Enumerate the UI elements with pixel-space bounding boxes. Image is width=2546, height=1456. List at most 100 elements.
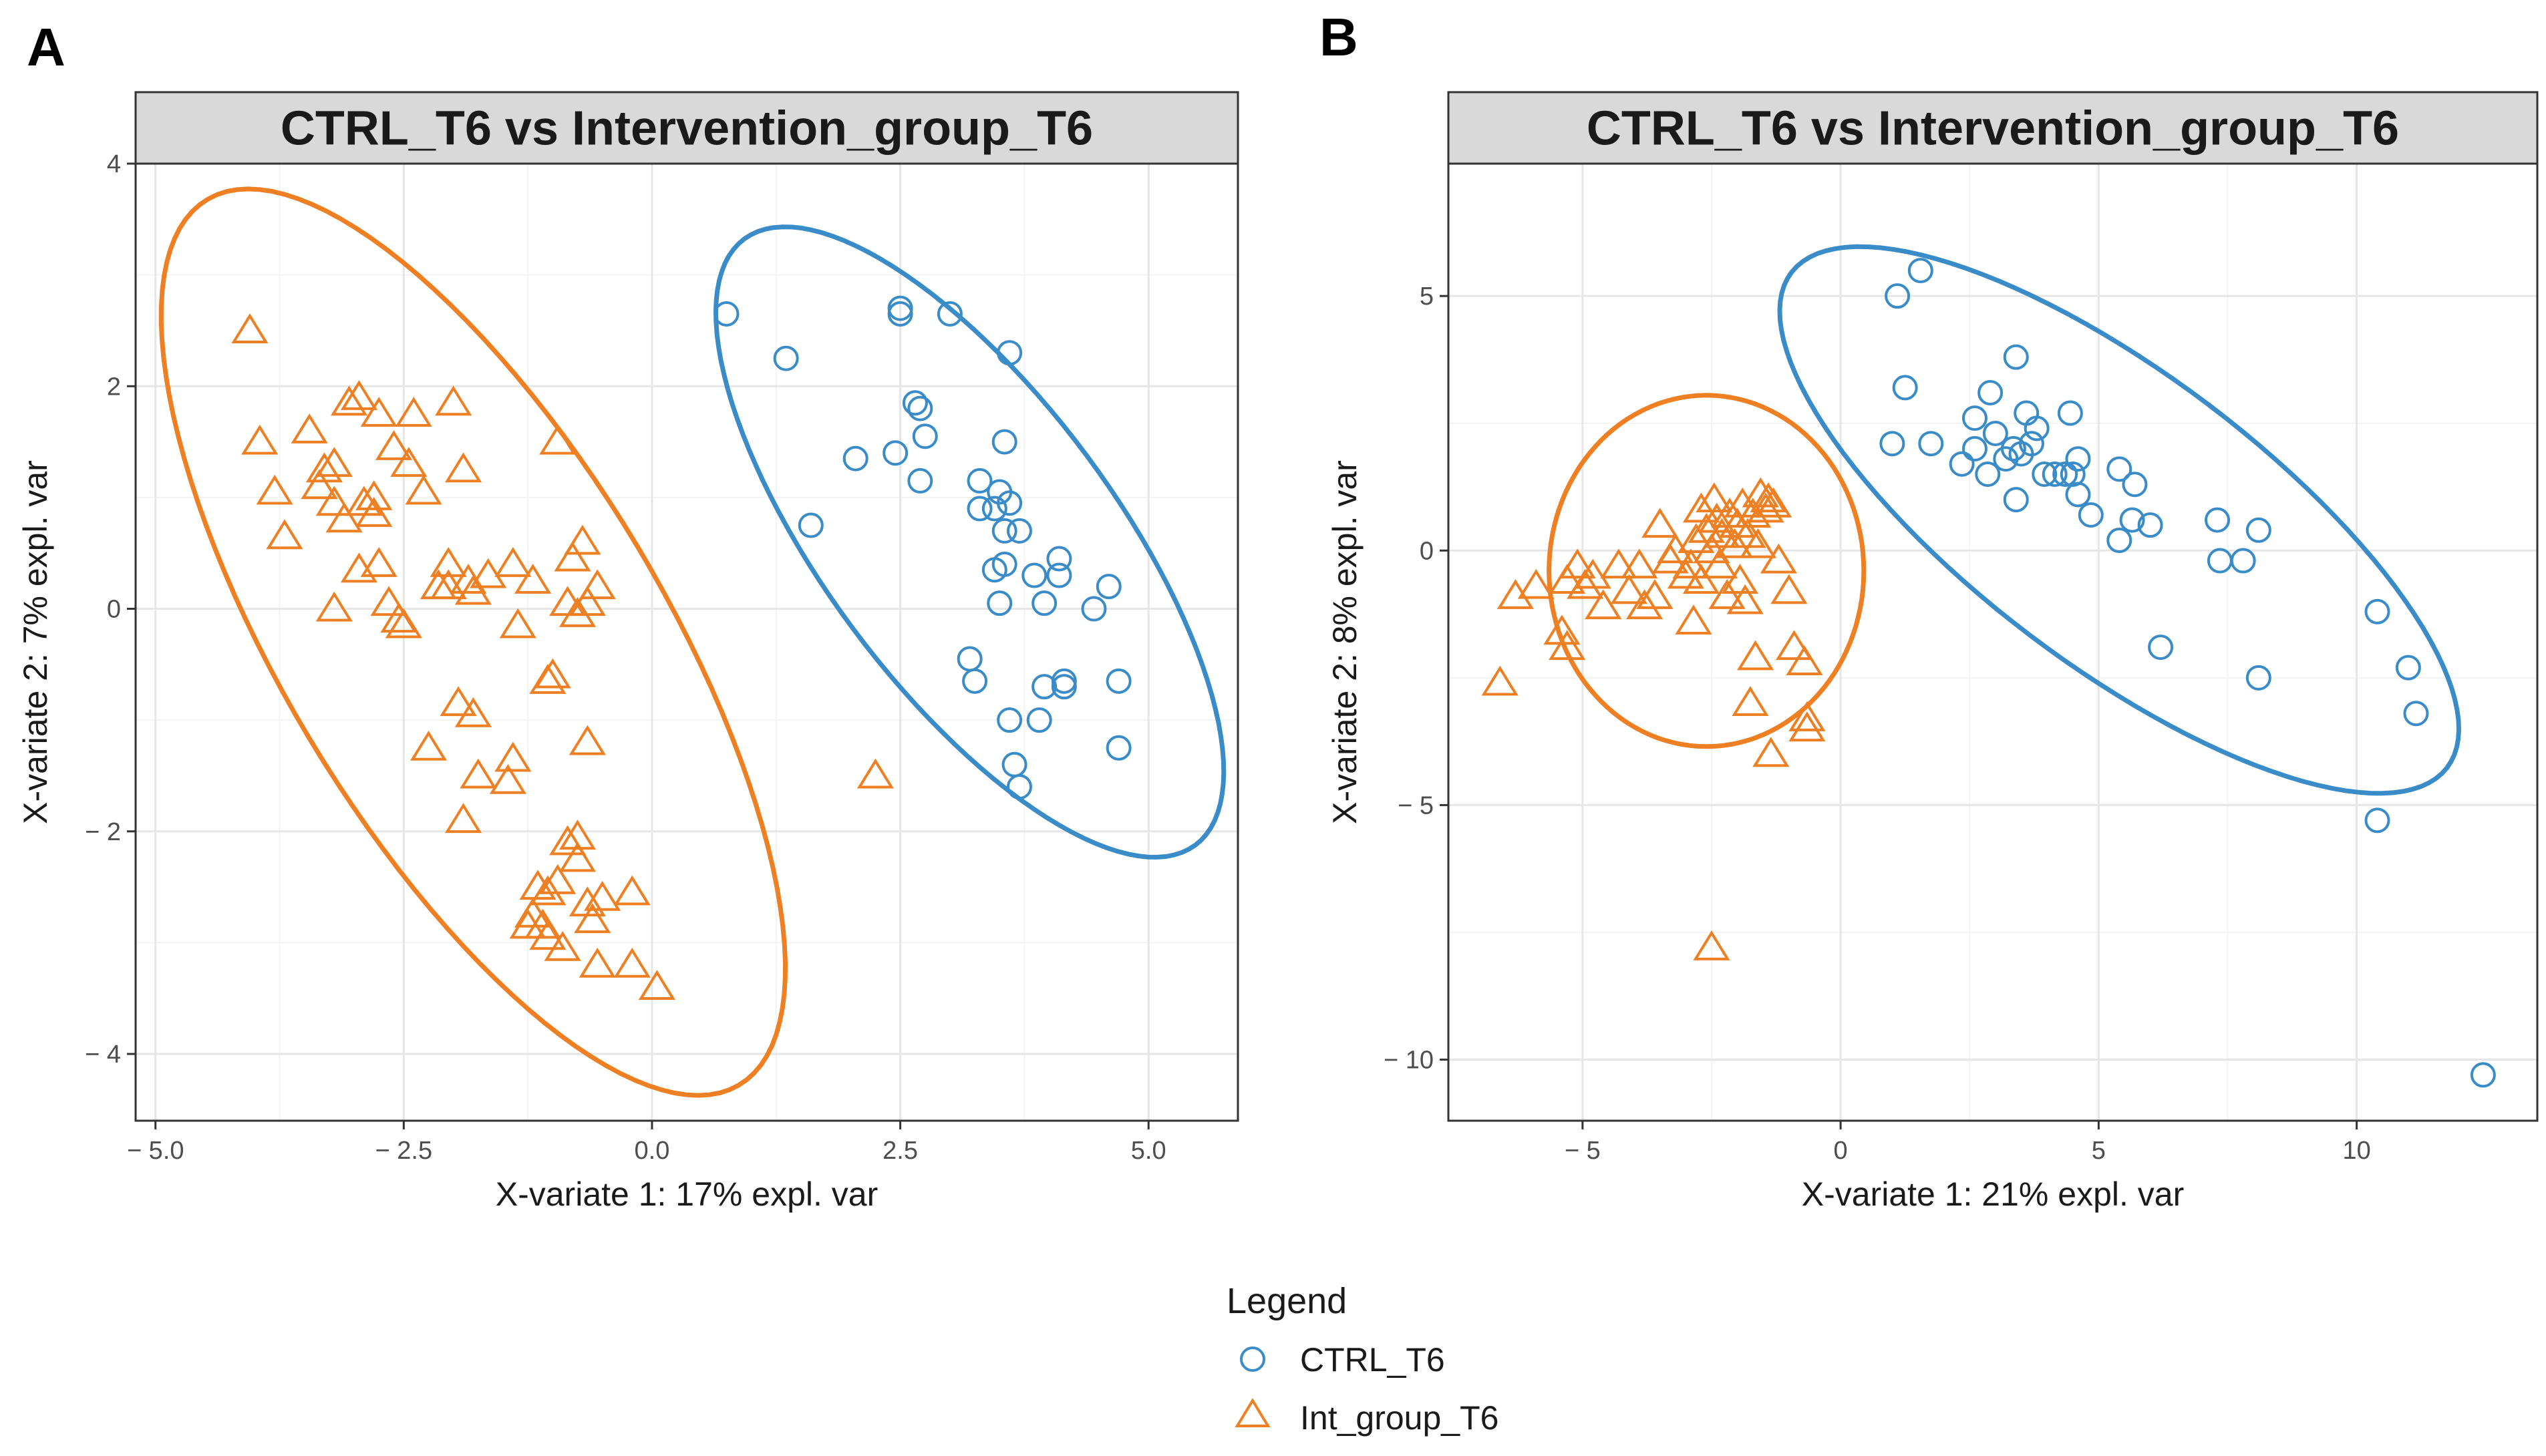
data-point-intervention <box>315 486 353 516</box>
data-point-ctrl <box>2106 456 2132 482</box>
data-point-ctrl <box>2364 807 2390 834</box>
y-axis-title-a: X-variate 2: 7% expl. var <box>17 460 54 824</box>
data-point-ctrl <box>2148 634 2174 661</box>
data-point-ctrl <box>2403 701 2429 727</box>
data-point-ctrl <box>1885 283 1911 309</box>
data-point-intervention <box>494 741 532 772</box>
data-point-ctrl <box>2470 1062 2496 1088</box>
x-axis-title-a: X-variate 1: 17% expl. var <box>496 1175 879 1213</box>
data-point-ctrl <box>1949 451 1975 477</box>
panel-title-b: CTRL_T6 vs Intervention_group_T6 <box>1587 102 2399 156</box>
data-point-intervention <box>1776 630 1813 661</box>
data-point-intervention <box>444 803 482 834</box>
data-point-ctrl <box>991 518 1017 544</box>
data-point-intervention <box>315 447 353 477</box>
data-point-intervention <box>405 474 442 505</box>
data-point-ctrl <box>1046 562 1072 588</box>
data-point-intervention <box>549 825 587 856</box>
data-point-intervention <box>1750 482 1787 513</box>
data-point-intervention <box>315 591 353 622</box>
data-point-intervention <box>266 519 303 550</box>
data-point-intervention <box>509 908 546 939</box>
data-point-ctrl <box>2119 507 2145 533</box>
data-point-intervention <box>460 758 497 789</box>
data-point-ctrl <box>2395 655 2421 681</box>
data-point-ctrl <box>1046 546 1072 572</box>
data-point-intervention <box>613 947 651 978</box>
plot-area-b <box>1448 164 2537 1121</box>
x-tick-label: − 2.5 <box>375 1137 433 1165</box>
x-tick-label: 10 <box>2342 1137 2370 1165</box>
data-point-intervention <box>1549 564 1586 594</box>
data-point-intervention <box>1682 564 1720 594</box>
data-point-intervention <box>360 397 397 427</box>
panel-title-a: CTRL_T6 vs Intervention_group_T6 <box>281 102 1093 156</box>
x-tick-label: 0 <box>1834 1137 1848 1165</box>
data-point-intervention <box>559 842 597 872</box>
data-point-intervention <box>430 547 467 577</box>
data-point-intervention <box>638 970 675 1000</box>
data-point-intervention <box>1682 492 1720 523</box>
x-tick-label: − 5 <box>1565 1137 1601 1165</box>
data-point-intervention <box>331 385 368 416</box>
data-point-ctrl <box>713 301 740 327</box>
data-point-intervention <box>390 447 428 477</box>
data-point-ctrl <box>798 512 824 538</box>
data-point-ctrl <box>1106 668 1132 694</box>
panel-letter-b: B <box>1319 7 1358 67</box>
data-point-ctrl <box>1907 258 1933 284</box>
y-tick-label: − 2 <box>85 818 121 846</box>
data-point-ctrl <box>2230 548 2256 574</box>
data-point-intervention <box>1678 523 1715 554</box>
data-point-intervention <box>1739 528 1777 558</box>
data-point-intervention <box>564 524 601 555</box>
plot-area-a <box>136 164 1238 1121</box>
data-point-ctrl <box>912 423 938 449</box>
data-point-ctrl <box>962 668 988 694</box>
data-point-intervention <box>360 547 397 577</box>
y-tick-label: − 10 <box>1384 1047 1434 1075</box>
x-tick-label: 5.0 <box>1131 1137 1166 1165</box>
data-point-intervention <box>529 875 567 906</box>
y-tick-label: 2 <box>107 373 121 401</box>
data-point-ctrl <box>991 429 1017 455</box>
data-point-ctrl <box>2245 517 2271 543</box>
data-point-ctrl <box>2032 461 2058 487</box>
data-point-intervention <box>435 385 472 416</box>
data-point-ctrl <box>2024 415 2050 441</box>
data-point-intervention <box>1585 589 1622 620</box>
data-point-ctrl <box>2000 435 2026 462</box>
data-point-intervention <box>470 558 507 588</box>
data-point-intervention <box>1621 548 1658 579</box>
data-point-intervention <box>1703 518 1741 548</box>
data-point-intervention <box>499 608 536 639</box>
x-tick-label: 0.0 <box>635 1137 670 1165</box>
data-point-ctrl <box>1006 774 1032 800</box>
x-axis-title-b: X-variate 1: 21% expl. var <box>1802 1175 2185 1213</box>
panel-a: A CTRL_T6 vs Intervention_group_T6 − 5.0 − … <box>17 17 1239 1213</box>
data-point-ctrl <box>967 496 993 522</box>
data-point-intervention <box>1721 564 1759 594</box>
legend-label-intervention: Int_group_T6 <box>1300 1399 1498 1437</box>
data-point-intervention <box>1716 528 1754 558</box>
data-point-ctrl <box>2137 512 2163 538</box>
strip-b <box>1447 91 2539 165</box>
data-point-ctrl <box>1879 431 1905 457</box>
data-point-ctrl <box>1961 405 1987 431</box>
data-point-intervention <box>301 469 338 500</box>
data-point-ctrl <box>1081 596 1107 622</box>
data-point-ctrl <box>2364 598 2390 624</box>
data-point-intervention <box>529 664 567 694</box>
data-point-intervention <box>1770 574 1808 604</box>
data-point-ctrl <box>907 468 933 494</box>
data-point-ctrl <box>1106 735 1132 761</box>
data-point-ctrl <box>2018 431 2044 457</box>
data-point-intervention <box>1600 548 1637 579</box>
data-point-intervention <box>514 564 552 594</box>
data-point-ctrl <box>2078 502 2104 528</box>
legend: Legend CTRL_T6 Int_group_T6 <box>1227 1281 1498 1437</box>
data-point-intervention <box>569 586 606 616</box>
confidence-ellipse-ctrl <box>1777 244 2462 796</box>
data-point-ctrl <box>1977 380 2004 406</box>
data-point-intervention <box>539 864 577 894</box>
